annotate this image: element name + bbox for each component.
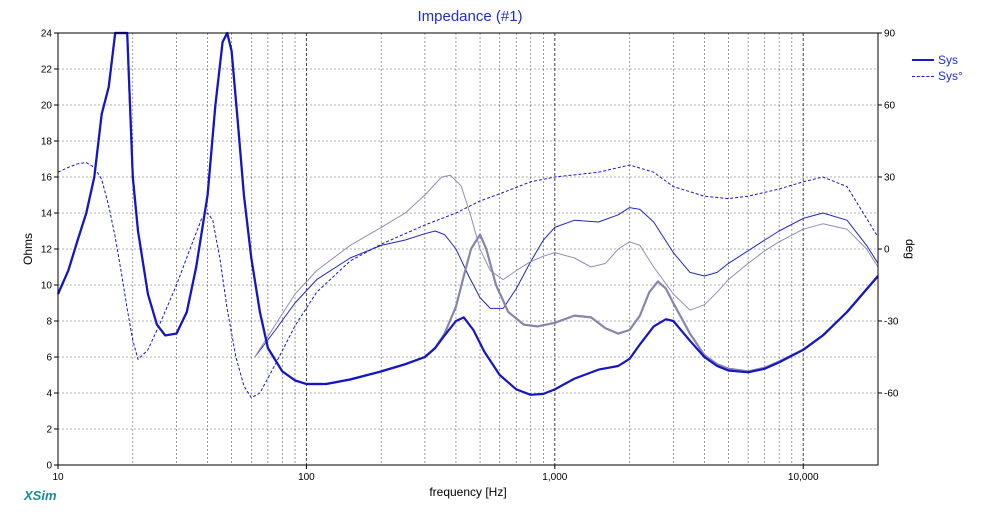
y-tick-label: 24 [41,29,53,40]
x-tick-label: 10,000 [788,472,819,483]
y-tick-label: 4 [46,389,52,400]
legend-item-sys-phase[interactable]: Sys° [912,68,963,84]
y-axis-label: Ohms [21,233,35,265]
y-tick-label: 12 [41,245,53,256]
legend-label-sys-phase: Sys° [938,69,963,83]
y-tick-label: 10 [41,281,53,292]
y-tick-label: 22 [41,65,53,76]
y-tick-label: 16 [41,173,53,184]
phase-alt-line [254,207,879,358]
y2-tick-label: -60 [884,389,899,400]
y2-tick-label: 30 [884,173,896,184]
legend-dashed-swatch [912,75,934,77]
y2-axis-label: deg [903,239,917,259]
y2-tick-label: -30 [884,317,899,328]
grid [58,33,878,465]
y-tick-label: 20 [41,101,53,112]
x-axis-label: frequency [Hz] [429,485,506,499]
sys-impedance-line [56,31,879,396]
phase-alt-line-2 [254,174,879,358]
y-tick-label: 6 [46,353,52,364]
y-tick-label: 0 [46,461,52,472]
legend-item-sys[interactable]: Sys [912,52,963,68]
y2-tick-label: 90 [884,29,896,40]
chart-title: Impedance (#1) [417,8,523,25]
y-tick-label: 18 [41,137,53,148]
x-tick-label: 100 [298,472,315,483]
y2-tick-label: 0 [884,245,890,256]
y-tick-label: 2 [46,425,52,436]
y-tick-label: 14 [41,209,53,220]
x-tick-label: 10 [52,472,64,483]
legend-solid-swatch [912,59,934,61]
x-tick-label: 1,000 [542,472,567,483]
xsim-logo: XSim [24,488,57,503]
sys-phase-line [57,162,879,399]
y-tick-label: 8 [46,317,52,328]
y2-tick-label: 60 [884,101,896,112]
legend: Sys Sys° [912,52,963,84]
legend-label-sys: Sys [938,53,959,67]
plot-series [56,31,879,399]
